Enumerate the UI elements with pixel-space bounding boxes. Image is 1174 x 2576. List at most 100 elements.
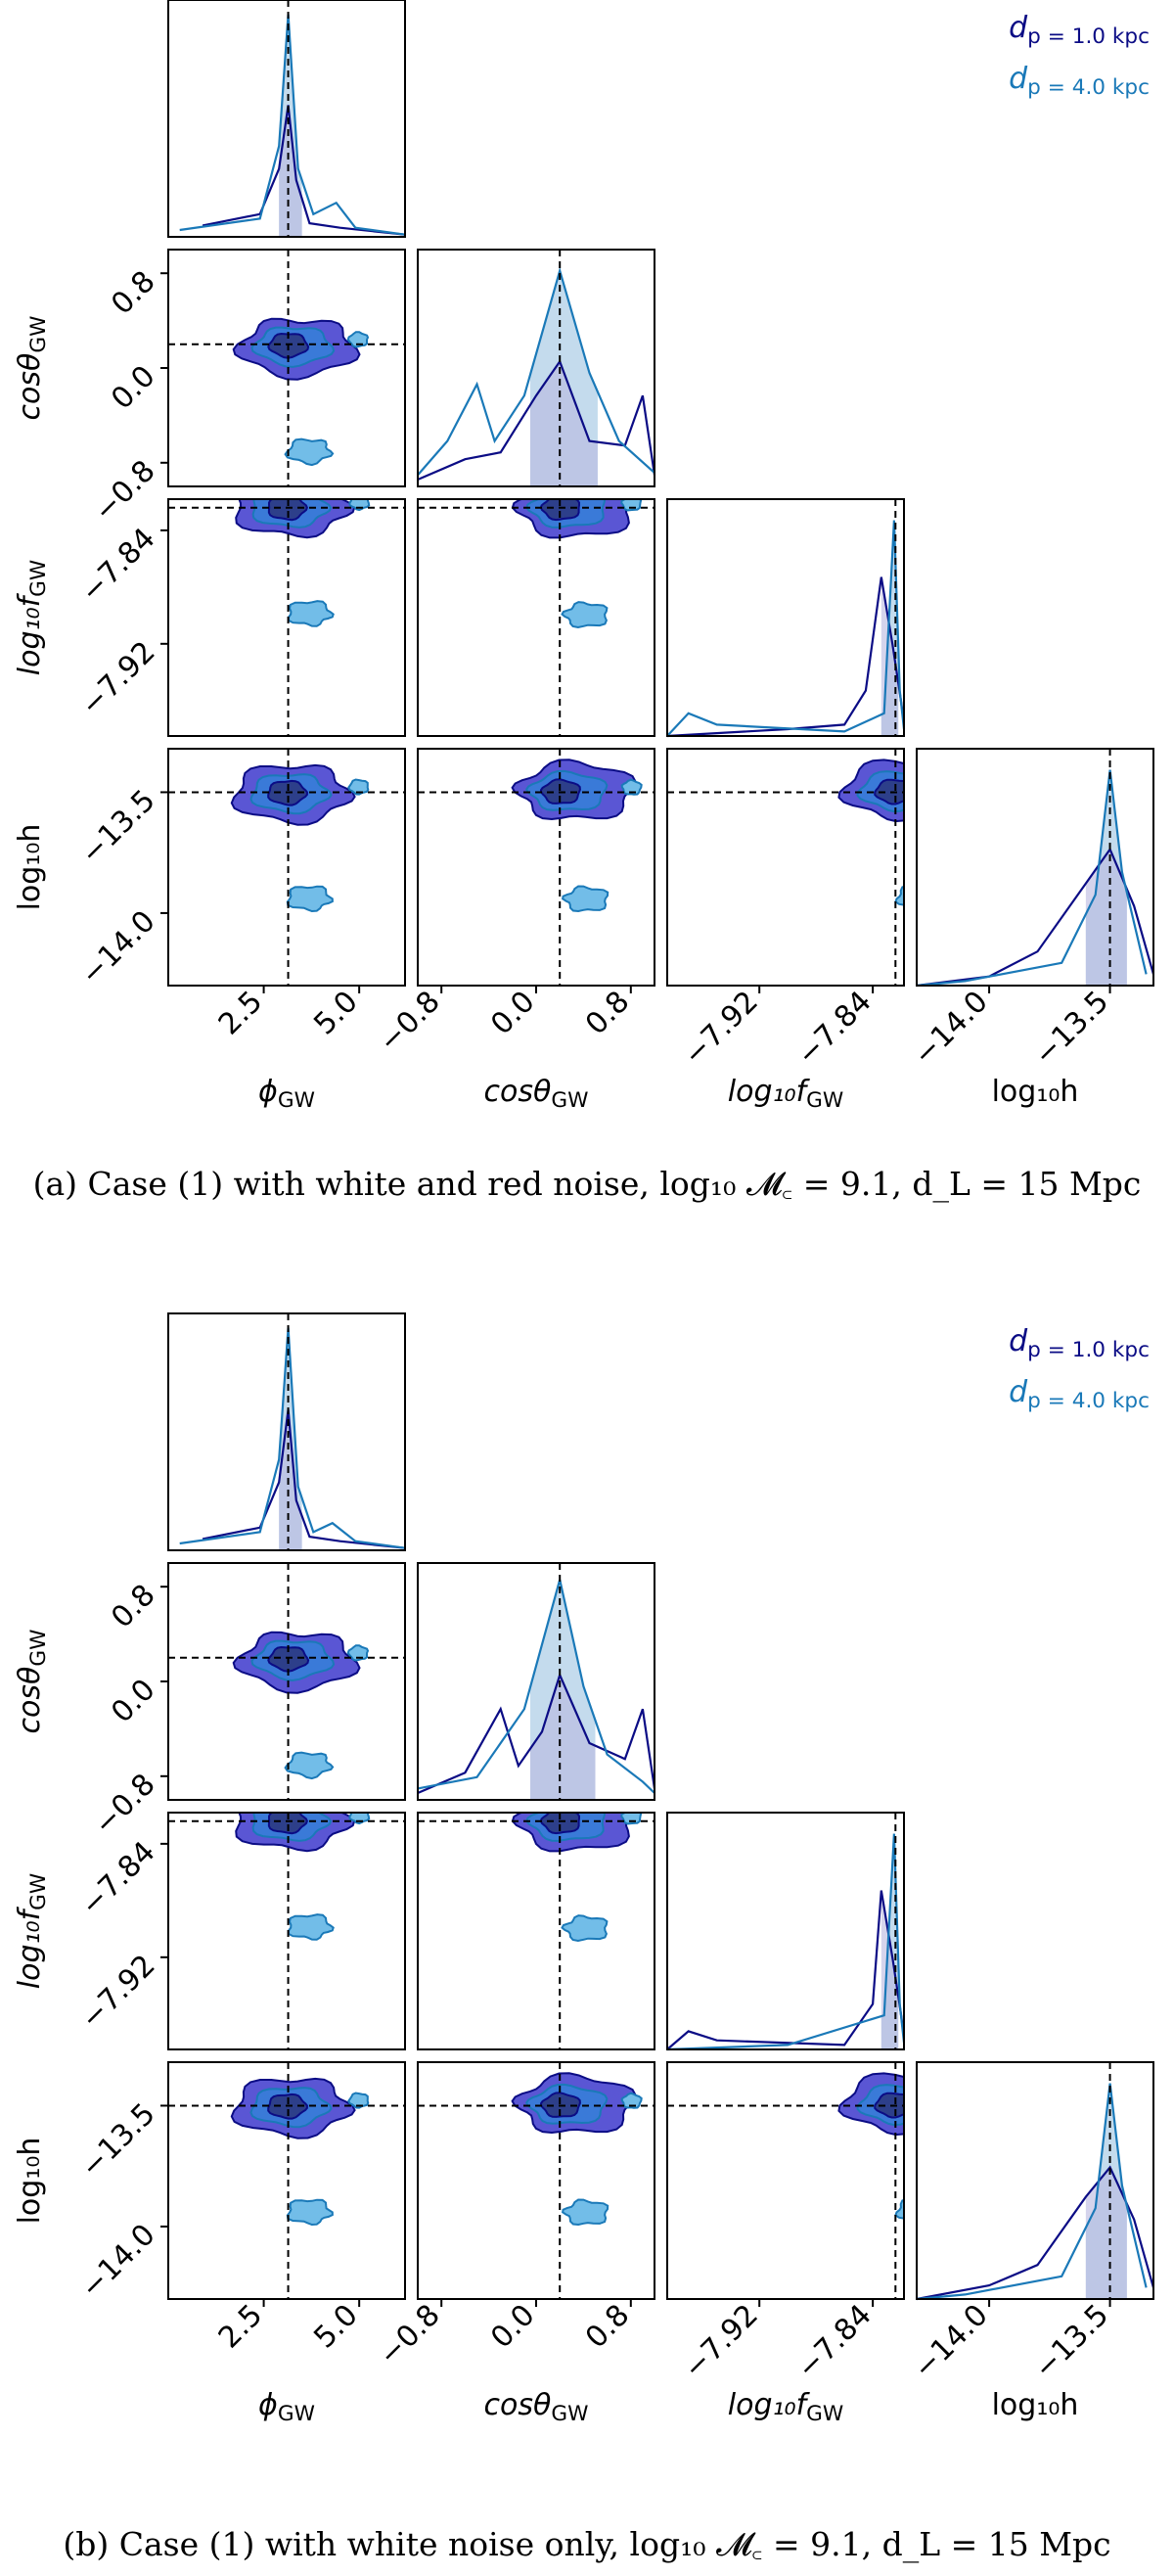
panel-frame [916,748,1154,987]
panel-frame [417,1812,655,2050]
contour-far-island [287,600,335,627]
marginal-line-far [916,2083,1148,2301]
panel-frame [417,1562,655,1801]
x-axis-label: log₁₀h [992,1075,1079,1109]
contour-far-island [284,437,335,467]
contour-far-island [561,601,609,629]
contour-far-island [346,331,370,348]
contour-far-island [287,1913,335,1941]
legend-entry-near: dp = 1.0 kpc [1009,11,1150,49]
y-tick-label: −7.92 [74,635,162,723]
x-axis-label: cosθGW [484,2388,589,2426]
panel-frame [666,748,905,987]
panel-frame [167,0,406,238]
y-tick-label: −13.5 [74,783,162,871]
panel-h-vs-phi [167,2061,406,2300]
marginal-h [916,2061,1155,2301]
contour-far-island [620,778,643,796]
contour-far-island [347,2092,370,2109]
x-tick-label: 5.0 [307,985,364,1041]
x-axis-label: log₁₀h [992,2388,1079,2422]
contour-far-island [346,1644,370,1662]
y-tick-label: −14.0 [74,904,162,992]
x-axis-label: cosθGW [484,1075,589,1113]
x-tick-label: 0.8 [579,985,636,1041]
panel-h-vs-cos [417,2061,655,2300]
x-tick-label: −14.0 [907,985,995,1073]
caption-a: (a) Case (1) with white and red noise, l… [32,1165,1142,1203]
y-axis-label: log₁₀h [13,2138,47,2225]
x-tick-label: −13.5 [1027,985,1115,1073]
x-tick-label: −0.8 [373,985,447,1059]
y-axis-label: log₁₀h [13,824,47,911]
y-tick-label: 0.8 [105,264,161,321]
panel-cos-vs-phi [167,249,406,487]
panel-contours [232,1631,370,1780]
panel-contours [230,2077,370,2227]
panel-f-vs-cos [417,498,655,737]
credible-band-near [279,105,302,237]
panel-h-vs-f [666,748,975,987]
marginal-f [666,1812,906,2051]
y-axis-label: cosθGW [13,1630,51,1734]
marginal-phi [167,1312,406,1551]
credible-band-near [880,1890,899,2049]
contour-far-island [348,1813,371,1825]
contour-near-core [267,1813,308,1835]
panel-contours [511,759,643,913]
panel-contours [837,2072,904,2220]
contour-near-core [267,499,308,522]
contour-far-island [348,499,371,512]
marginal-f [666,498,906,738]
panel-f-vs-phi [167,1812,406,2050]
panel-frame [666,1812,905,2050]
marginal-phi [167,0,406,238]
marginal-cos [417,249,656,487]
panel-frame [417,498,655,737]
caption-b: (b) Case (1) with white noise only, log₁… [63,2525,1111,2563]
panel-frame [167,748,406,987]
marginal-line-far [179,1327,406,1549]
marginal-line-far [179,14,406,236]
x-tick-label: −7.84 [790,2298,879,2386]
panel-contours [235,499,371,627]
x-tick-label: 2.5 [212,985,269,1041]
x-tick-label: 2.5 [212,2298,269,2355]
contour-far-island [561,1914,609,1943]
panel-frame [167,1312,406,1551]
marginal-line-near [666,1890,906,2050]
panel-frame [666,498,905,737]
panel-contours [511,499,643,629]
y-tick-label: −14.0 [74,2218,162,2306]
panel-f-vs-phi [167,498,406,737]
y-axis-label: cosθGW [13,316,51,421]
x-axis-label: log₁₀fGW [728,2388,843,2426]
y-tick-label: −7.84 [74,522,162,610]
x-tick-label: 0.8 [579,2298,636,2355]
x-tick-label: 0.0 [484,985,541,1041]
credible-band-near [880,576,899,736]
contour-far-island [956,780,975,795]
credible-band-far [880,1833,899,2049]
panel-frame [916,2061,1154,2300]
legend-entry-far: dp = 4.0 kpc [1009,1375,1150,1413]
marginal-line-near [916,2165,1155,2301]
marginal-line-far [417,266,655,477]
panel-frame [167,498,406,737]
y-axis-label: log₁₀fGW [13,1873,51,1989]
y-axis-label: log₁₀fGW [13,560,51,675]
contour-far-island [620,1813,643,1825]
panel-contours [837,759,975,906]
panel-contours [230,763,370,913]
panel-h-vs-phi [167,748,406,987]
credible-band-far [880,520,899,736]
contour-far-island [894,2198,904,2220]
panel-frame [167,1812,406,2050]
legend-entry-far: dp = 4.0 kpc [1009,62,1150,100]
contour-far-island [620,499,643,512]
y-tick-label: −0.8 [87,1768,161,1842]
y-tick-label: −0.8 [87,454,161,529]
marginal-line-far [666,1833,906,2051]
credible-band-near [529,361,598,486]
